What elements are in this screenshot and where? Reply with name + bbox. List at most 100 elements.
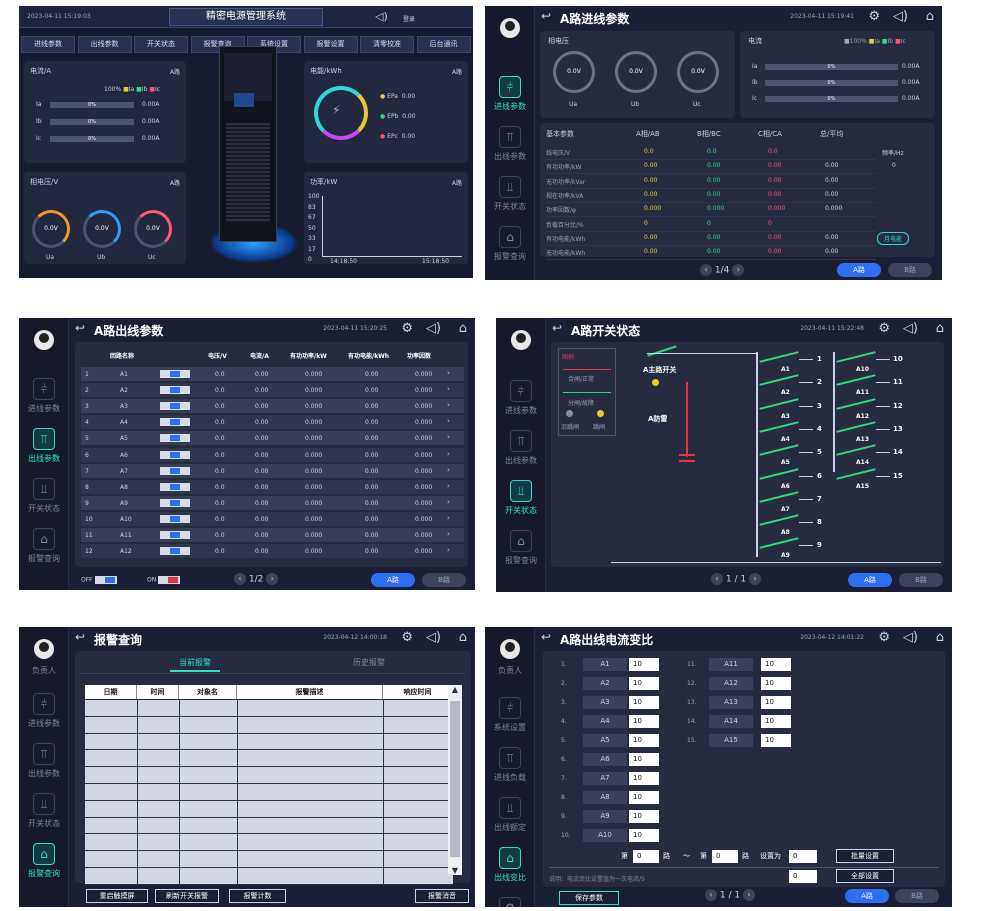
menu-item-7[interactable]: 后台通讯 — [416, 36, 471, 53]
sidebar-item-0[interactable]: ⫩ 系统设置 — [485, 697, 535, 733]
ratio-input[interactable]: 10 — [629, 791, 659, 804]
sidebar-item-1[interactable]: ⫪ 出线参数 — [485, 126, 535, 162]
table-row[interactable] — [81, 495, 464, 510]
menu-item-2[interactable]: 开关状态 — [134, 36, 188, 53]
sidebar-item-2[interactable]: ⫫ 开关状态 — [485, 176, 535, 212]
login-link[interactable]: 登录 — [403, 16, 416, 23]
branch-switch[interactable] — [836, 374, 876, 387]
table-row[interactable] — [81, 367, 464, 381]
sidebar-item-4[interactable]: ⚙出线名称 — [485, 897, 535, 907]
prev-page-button[interactable]: ‹ — [234, 573, 246, 585]
tab-history-alarm[interactable]: 历史报警 — [353, 658, 385, 667]
table-row[interactable] — [81, 544, 464, 559]
alarm-button-3[interactable]: 报警消音 — [415, 889, 469, 903]
prev-page-button[interactable]: ‹ — [711, 573, 723, 585]
table-row[interactable] — [85, 851, 453, 868]
table-row[interactable] — [81, 431, 464, 446]
table-row[interactable] — [85, 800, 453, 818]
chevron-right-icon[interactable]: › — [447, 417, 450, 426]
chevron-right-icon[interactable]: › — [447, 465, 450, 474]
sidebar-item-1[interactable]: ⫪ 进线负载 — [485, 747, 535, 783]
ratio-input[interactable]: 10 — [629, 715, 659, 728]
prev-page-button[interactable]: ‹ — [705, 889, 717, 901]
table-row[interactable] — [81, 479, 464, 494]
table-row[interactable] — [81, 463, 464, 478]
chevron-right-icon[interactable]: › — [447, 497, 450, 506]
sidebar-item-2[interactable]: ⫫ 开关状态 — [19, 478, 69, 514]
ratio-input[interactable]: 10 — [629, 772, 659, 785]
back-icon[interactable]: ↩ — [541, 630, 552, 644]
table-row[interactable] — [81, 399, 464, 414]
ratio-input[interactable]: 10 — [629, 696, 659, 709]
chevron-down-icon[interactable]: ▼ — [451, 866, 459, 875]
ratio-input[interactable]: 10 — [629, 753, 659, 766]
batch-from-input[interactable]: 0 — [633, 850, 659, 863]
table-row[interactable] — [81, 383, 464, 398]
table-row[interactable] — [85, 767, 453, 784]
ratio-input[interactable]: 10 — [761, 677, 791, 690]
tab-current-alarm[interactable]: 当前报警 — [179, 658, 211, 667]
chevron-up-icon[interactable]: ▲ — [451, 685, 459, 694]
back-icon[interactable]: ↩ — [552, 321, 563, 335]
next-page-button[interactable]: › — [742, 889, 755, 901]
speaker-icon[interactable]: ◁) — [902, 321, 918, 336]
sidebar-item-0[interactable]: ⫩ 进线参数 — [485, 76, 535, 112]
sidebar-item-2[interactable]: ⫫ 开关状态 — [496, 480, 546, 516]
chevron-right-icon[interactable]: › — [447, 546, 450, 555]
ratio-input[interactable]: 10 — [761, 696, 791, 709]
ratio-input[interactable]: 10 — [629, 829, 659, 842]
table-row[interactable] — [85, 868, 453, 885]
speaker-icon[interactable]: ◁) — [425, 630, 441, 645]
scroll-thumb[interactable] — [450, 701, 460, 857]
speaker-icon[interactable]: ◁) — [902, 630, 918, 645]
speaker-icon[interactable]: ◁) — [892, 9, 908, 24]
next-page-button[interactable]: › — [732, 264, 745, 276]
back-icon[interactable]: ↩ — [541, 9, 552, 23]
gear-icon[interactable]: ⚙ — [878, 321, 890, 336]
speaker-icon[interactable]: ◁) — [375, 10, 388, 23]
prev-page-button[interactable]: ‹ — [700, 264, 712, 276]
route-b-button[interactable]: B路 — [888, 263, 932, 277]
menu-item-0[interactable]: 进线参数 — [21, 36, 75, 53]
chevron-right-icon[interactable]: › — [447, 433, 450, 442]
sidebar-item-3[interactable]: ⌂ 出线变比 — [485, 847, 535, 883]
gear-icon[interactable]: ⚙ — [868, 9, 880, 24]
alarm-button-0[interactable]: 重启触摸屏 — [86, 889, 148, 903]
menu-item-6[interactable]: 清零校准 — [360, 36, 414, 53]
branch-switch[interactable] — [836, 421, 876, 433]
home-icon[interactable]: ⌂ — [458, 321, 467, 336]
sidebar-item-0[interactable]: ⫩ 进线参数 — [496, 380, 546, 416]
gear-icon[interactable]: ⚙ — [401, 630, 413, 645]
next-page-button[interactable]: › — [266, 573, 279, 585]
home-icon[interactable]: ⌂ — [925, 9, 934, 24]
ratio-input[interactable]: 10 — [761, 715, 791, 728]
back-icon[interactable]: ↩ — [75, 630, 86, 644]
menu-item-1[interactable]: 出线参数 — [77, 36, 132, 53]
avatar[interactable] — [500, 639, 520, 659]
route-a-button[interactable]: A路 — [848, 573, 892, 587]
route-b-button[interactable]: B路 — [899, 573, 943, 587]
branch-switch[interactable] — [759, 490, 799, 503]
chevron-right-icon[interactable]: › — [447, 513, 450, 522]
ratio-input[interactable]: 10 — [629, 734, 659, 747]
branch-switch[interactable] — [836, 444, 876, 456]
ratio-input[interactable]: 10 — [761, 734, 791, 747]
sidebar-item-1[interactable]: ⫪ 出线参数 — [19, 743, 69, 779]
branch-switch[interactable] — [759, 514, 799, 526]
avatar[interactable] — [34, 639, 54, 659]
route-b-button[interactable]: B路 — [895, 889, 939, 903]
scrollbar[interactable]: ▲ ▼ — [448, 685, 462, 875]
branch-switch[interactable] — [759, 467, 799, 480]
chevron-right-icon[interactable]: › — [447, 481, 450, 490]
sidebar-item-0[interactable]: ⫩ 进线参数 — [19, 693, 69, 729]
table-row[interactable] — [81, 447, 464, 462]
branch-switch[interactable] — [836, 351, 876, 363]
table-row[interactable] — [85, 700, 453, 717]
table-row[interactable] — [85, 716, 453, 734]
batch-set-button[interactable]: 批量设置 — [836, 849, 894, 863]
sidebar-item-3[interactable]: ⌂ 报警查询 — [19, 528, 69, 564]
alarm-button-2[interactable]: 报警计数 — [229, 889, 286, 903]
ratio-input[interactable]: 10 — [629, 677, 659, 690]
speaker-icon[interactable]: ◁) — [425, 321, 441, 336]
all-set-button[interactable]: 全部设置 — [836, 869, 894, 883]
